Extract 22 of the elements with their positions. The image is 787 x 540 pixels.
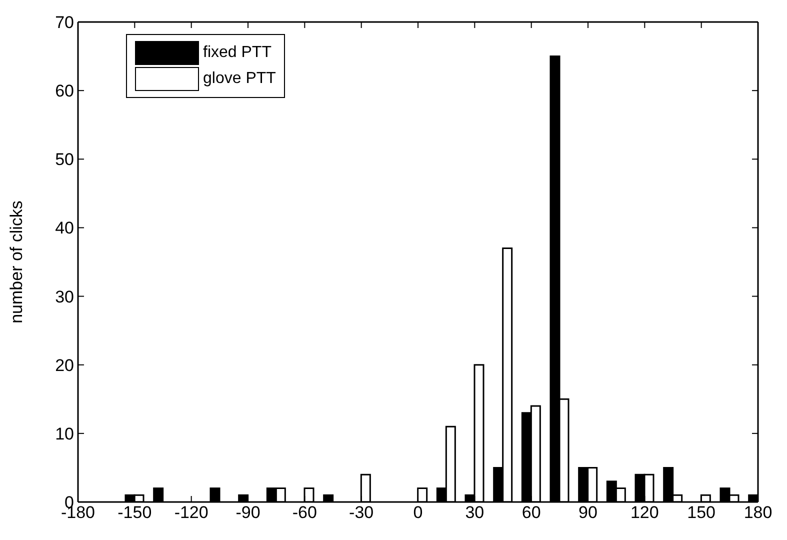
x-tick-label: 120 [630, 503, 659, 522]
y-tick-label: 10 [55, 424, 74, 444]
x-tick-label: -150 [118, 503, 152, 522]
x-tick-label: -120 [174, 503, 208, 522]
x-tick-label: -30 [349, 503, 374, 522]
x-tick-label: 90 [578, 503, 598, 522]
x-tick-label: -90 [236, 503, 260, 522]
x-tick-label: 30 [465, 503, 484, 522]
legend-label: glove PTT [203, 70, 276, 88]
legend-label: fixed PTT [203, 44, 272, 62]
x-tick-label: 60 [522, 503, 541, 522]
x-tick-label: 180 [744, 503, 772, 522]
y-tick-label: 60 [55, 82, 74, 101]
y-tick-label: 70 [55, 13, 74, 32]
y-tick-label: 30 [55, 287, 74, 306]
y-tick-label: 20 [55, 356, 74, 375]
y-tick-label: 50 [55, 150, 74, 170]
x-tick-label: 150 [687, 503, 716, 522]
y-axis-title: number of clicks [7, 200, 26, 324]
y-tick-label: 40 [55, 218, 74, 238]
x-tick-label: 0 [413, 503, 423, 522]
x-tick-label: -60 [292, 503, 317, 522]
